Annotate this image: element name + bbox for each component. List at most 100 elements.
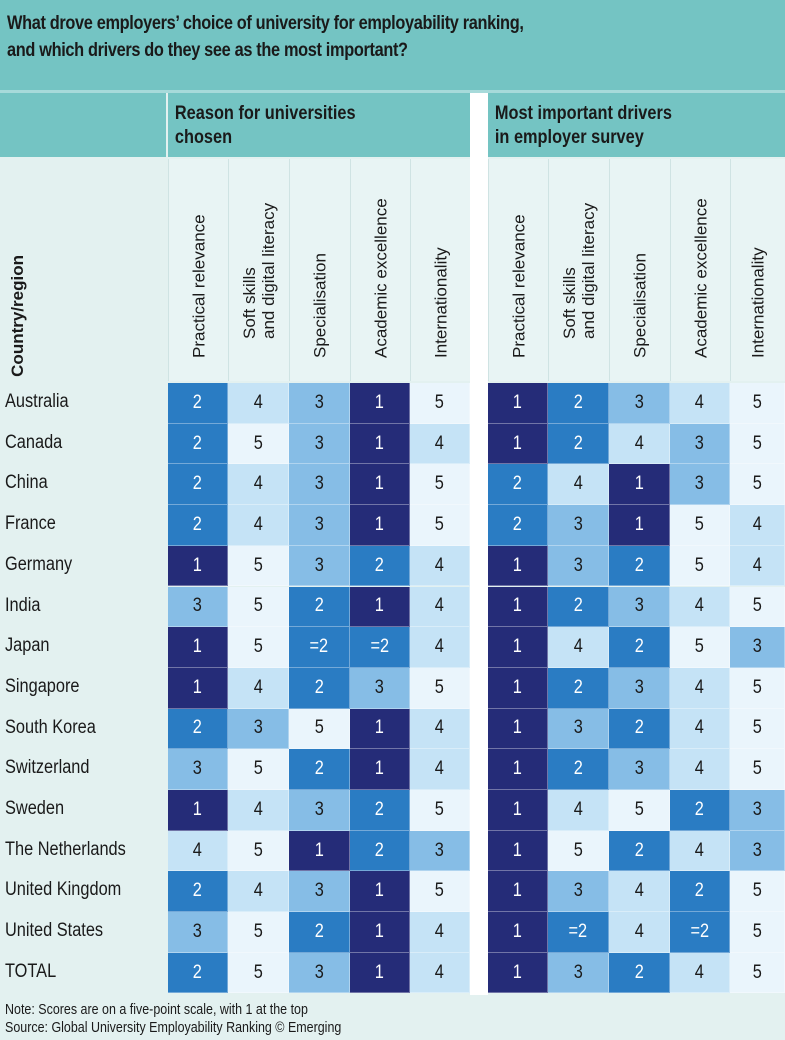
rank-cell: 2: [488, 505, 548, 546]
rank-cell: 1: [488, 830, 548, 872]
rank-cell: 4: [228, 790, 289, 831]
rank-value: 4: [253, 513, 263, 535]
rank-value: 3: [314, 432, 324, 454]
rank-cell: 1: [350, 464, 410, 506]
group-label: Reason for universities chosen: [174, 103, 356, 148]
rank-cell: 5: [228, 586, 289, 628]
rank-cell: 1: [350, 505, 410, 546]
rank-value: 5: [434, 676, 445, 698]
rank-value: 1: [512, 880, 523, 902]
rank-cell: 2: [289, 912, 350, 953]
rank-value: 3: [694, 432, 705, 454]
rank-value: 3: [752, 798, 762, 820]
row-label: Canada: [5, 431, 63, 453]
rank-value: 2: [192, 432, 203, 454]
rank-cell: 1: [350, 912, 410, 953]
rank-value: 1: [634, 513, 644, 535]
rank-value: 5: [752, 391, 762, 413]
rank-value: 3: [573, 880, 583, 902]
rank-value: 2: [634, 636, 644, 658]
rank-value: 1: [512, 636, 523, 658]
rank-cell: 3: [410, 830, 470, 872]
group-gap: [470, 93, 488, 995]
rank-cell: 4: [609, 423, 670, 465]
rank-cell: 5: [730, 749, 785, 790]
rank-value: 5: [253, 432, 263, 454]
rank-value: 5: [752, 880, 762, 902]
rank-cell: 4: [410, 749, 470, 790]
rank-value: 1: [512, 595, 523, 617]
rank-cell: 3: [730, 627, 785, 668]
rank-cell: 5: [228, 749, 289, 790]
rank-cell: 1: [289, 830, 350, 872]
rank-cell: 4: [228, 667, 289, 709]
rank-value: 5: [253, 839, 263, 861]
rank-cell: 2: [168, 383, 228, 424]
rank-value: 4: [434, 961, 445, 983]
rank-cell: 2: [548, 423, 609, 465]
rank-value: 5: [434, 391, 445, 413]
rank-value: 5: [694, 513, 705, 535]
rank-cell: 2: [670, 790, 730, 831]
rank-value: 3: [314, 473, 324, 495]
rank-value: 4: [573, 473, 583, 495]
rank-value: 4: [253, 676, 263, 698]
rank-cell: 5: [670, 505, 730, 546]
rank-value: 5: [314, 717, 324, 739]
rank-value: 2: [314, 758, 324, 780]
rank-cell: 3: [548, 871, 609, 913]
rank-cell: 5: [410, 464, 470, 506]
row-label: South Korea: [5, 716, 96, 738]
rank-cell: 5: [410, 790, 470, 831]
rank-value: 3: [314, 513, 324, 535]
rank-cell: 5: [730, 586, 785, 628]
rank-value: 5: [634, 798, 644, 820]
rank-value: 4: [434, 636, 445, 658]
rank-cell: 4: [670, 708, 730, 750]
rank-cell: 5: [548, 830, 609, 872]
rank-cell: =2: [289, 627, 350, 668]
rank-value: 3: [314, 880, 324, 902]
rank-value: 4: [694, 717, 705, 739]
rank-value: 4: [192, 839, 203, 861]
rank-value: 5: [434, 798, 445, 820]
rank-cell: 2: [548, 667, 609, 709]
rank-cell: 3: [609, 749, 670, 790]
rank-cell: =2: [548, 912, 609, 953]
rank-value: =2: [568, 920, 588, 942]
rank-cell: 3: [289, 952, 350, 994]
rank-value: 2: [634, 961, 644, 983]
rank-value: 4: [253, 798, 263, 820]
rank-cell: 2: [168, 952, 228, 994]
rank-value: 1: [634, 473, 644, 495]
rank-cell: 4: [410, 708, 470, 750]
rank-cell: 2: [289, 749, 350, 790]
column-header-label: Specialisation: [310, 253, 330, 358]
rank-value: 2: [573, 391, 583, 413]
rank-value: 2: [573, 432, 583, 454]
rank-cell: 3: [228, 708, 289, 750]
rank-cell: 3: [289, 790, 350, 831]
rank-value: 1: [374, 920, 385, 942]
rank-cell: 1: [168, 545, 228, 587]
rank-value: 4: [694, 961, 705, 983]
group-header-reason: Reason for universities chosen: [168, 93, 470, 157]
rank-cell: 2: [548, 383, 609, 424]
rank-cell: 1: [488, 790, 548, 831]
rank-cell: 2: [670, 871, 730, 913]
column-header-label: Academic excellence: [371, 198, 390, 358]
rank-value: 4: [694, 758, 705, 780]
rank-cell: 2: [609, 952, 670, 994]
rank-cell: 1: [350, 423, 410, 465]
column-header: Soft skills and digital literacy: [228, 159, 289, 381]
rank-value: 4: [752, 554, 762, 576]
rank-value: 2: [192, 880, 203, 902]
column-header: Specialisation: [609, 159, 670, 381]
column-header: Academic excellence: [670, 159, 730, 381]
rank-cell: 5: [730, 383, 785, 424]
rank-cell: 5: [289, 708, 350, 750]
rank-cell: 3: [548, 708, 609, 750]
rank-cell: 4: [410, 423, 470, 465]
row-label: China: [5, 472, 48, 494]
rank-value: 4: [694, 391, 705, 413]
